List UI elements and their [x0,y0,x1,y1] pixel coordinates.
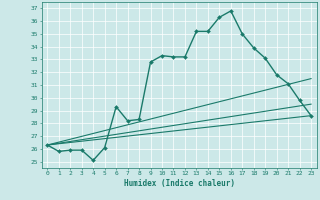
X-axis label: Humidex (Indice chaleur): Humidex (Indice chaleur) [124,179,235,188]
